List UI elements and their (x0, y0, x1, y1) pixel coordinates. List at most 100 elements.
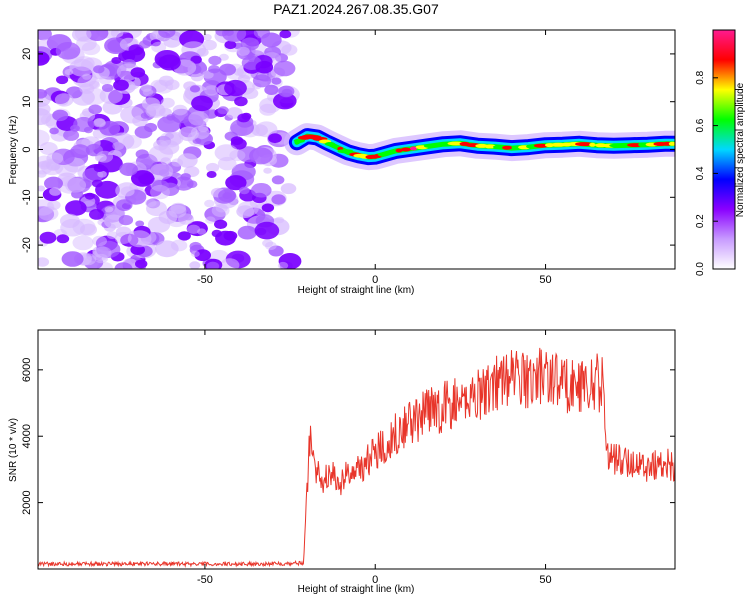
noise-blob (268, 133, 282, 144)
noise-blob (54, 93, 74, 107)
noise-blob (264, 46, 281, 59)
noise-blob (55, 42, 81, 60)
noise-blob (158, 30, 176, 38)
noise-blob (120, 186, 135, 197)
noise-blob (65, 177, 87, 193)
noise-blob (155, 240, 179, 258)
snr-plot-area (38, 330, 675, 569)
noise-blob (152, 179, 169, 192)
noise-blob (219, 63, 237, 76)
noise-blob (265, 241, 277, 251)
track-peak (502, 145, 513, 150)
noise-blob (38, 89, 48, 99)
spectrogram-y-label: Frequency (Hz) (8, 116, 19, 185)
noise-blob (194, 249, 211, 262)
snr-x-tick-label: -50 (197, 574, 213, 586)
noise-blob (215, 230, 236, 246)
noise-blob (239, 186, 250, 195)
noise-blob (224, 79, 247, 97)
noise-blob (163, 35, 182, 48)
noise-blob (206, 162, 220, 173)
noise-blob (189, 85, 201, 93)
noise-blob (250, 183, 272, 198)
noise-blob (149, 163, 174, 180)
track-peak (400, 147, 411, 152)
spectrogram-y-tick-label: 20 (21, 48, 33, 60)
noise-blob (202, 39, 217, 51)
noise-blob (38, 185, 46, 192)
noise-blob (56, 75, 69, 85)
noise-blob (190, 55, 202, 64)
spectrogram-panel: -50 0 50 -20 -10 0 10 20 Height of straight li… (8, 29, 676, 296)
noise-blob (159, 131, 182, 148)
colorbar-label: Normalized spectral amplitude (735, 82, 746, 217)
snr-x-ticks: -50 0 50 (197, 330, 552, 586)
track-peak (388, 149, 399, 154)
noise-blob (150, 39, 161, 47)
noise-blob (259, 103, 277, 116)
noise-blob (160, 157, 171, 165)
noise-blob (191, 95, 213, 112)
noise-blob (208, 65, 220, 74)
noise-blob (71, 30, 92, 42)
noise-blob (151, 41, 167, 53)
noise-blob (230, 119, 255, 136)
noise-blob (38, 51, 50, 66)
colorbar-tick-label: 0.0 (695, 262, 706, 276)
noise-blob (150, 184, 170, 200)
noise-blob (252, 74, 272, 88)
track-peak (511, 145, 520, 150)
noise-blob (113, 79, 129, 91)
noise-blob (178, 126, 199, 142)
noise-blob (202, 33, 212, 41)
noise-blob (49, 187, 62, 196)
noise-blob (38, 30, 52, 41)
spectrogram-x-label: Height of straight line (km) (298, 285, 415, 296)
noise-blob (171, 158, 184, 167)
noise-blob (38, 206, 59, 221)
noise-blob (135, 259, 148, 269)
track-peak (324, 142, 336, 146)
snr-y-ticks: 2000 4000 6000 (21, 358, 675, 515)
noise-blob (38, 170, 47, 178)
noise-blob (274, 216, 285, 224)
snr-y-tick-label: 4000 (21, 424, 33, 448)
noise-blob (164, 79, 180, 91)
snr-panel: -50 0 50 2000 4000 6000 Height of straight l… (8, 329, 676, 595)
track-peak (423, 144, 438, 148)
noise-blob (265, 190, 287, 207)
track-peak (332, 144, 339, 149)
noise-blob (92, 235, 107, 247)
noise-blob (63, 129, 80, 141)
noise-blob (241, 112, 252, 120)
spectrogram-signal-track (283, 123, 675, 171)
noise-blob (277, 261, 289, 269)
noise-blob (114, 262, 133, 269)
noise-blob (140, 83, 152, 92)
track-peak (293, 138, 305, 143)
snr-line (38, 347, 675, 568)
colorbar-ticks: 0.0 0.2 0.4 0.6 0.8 (695, 70, 718, 276)
noise-blob (190, 72, 204, 82)
noise-blob (64, 69, 74, 76)
noise-blob (166, 114, 176, 121)
noise-blob (72, 235, 94, 251)
noise-blob (81, 41, 101, 56)
noise-blob (96, 150, 114, 163)
noise-blob (263, 167, 272, 174)
noise-blob (52, 109, 69, 122)
noise-blob (271, 175, 285, 185)
noise-blob (120, 30, 130, 34)
noise-blob (237, 201, 259, 217)
track-peak (493, 145, 505, 149)
snr-x-label: Height of straight line (km) (298, 584, 415, 595)
track-peak (575, 142, 593, 147)
noise-blob (217, 106, 229, 115)
spectrogram-y-tick-label: 0 (21, 146, 33, 152)
colorbar-tick-label: 0.6 (695, 118, 706, 132)
noise-blob (264, 84, 279, 95)
noise-blob (271, 77, 282, 85)
noise-blob (255, 60, 274, 74)
noise-blob (49, 127, 59, 135)
